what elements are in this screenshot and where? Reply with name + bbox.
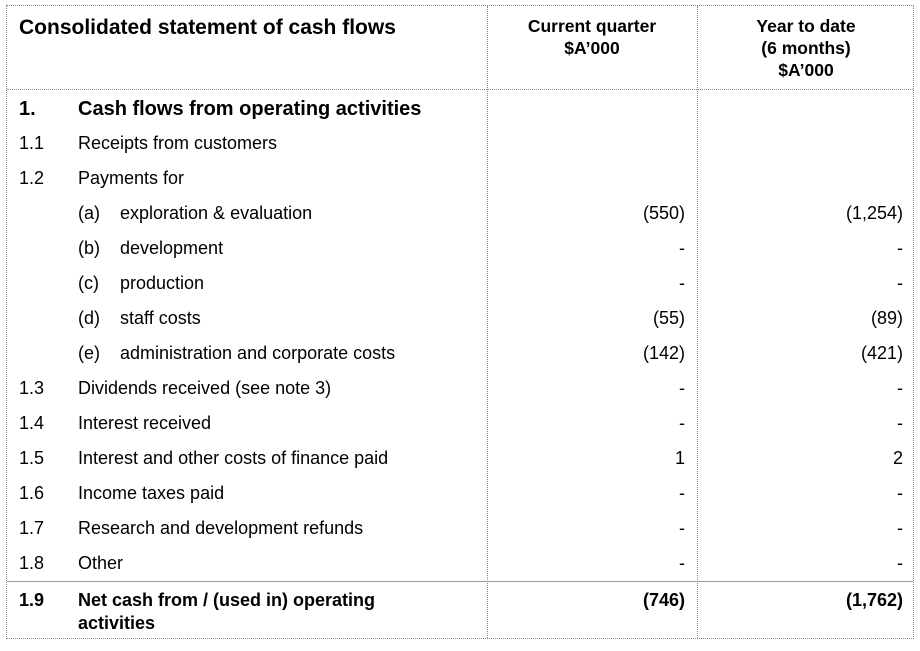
cell-current-quarter: (55): [652, 308, 685, 328]
cell-current-quarter: 1: [674, 448, 685, 468]
header-rule: [7, 89, 913, 90]
total-rule: [7, 581, 913, 582]
row-label: Interest and other costs of finance paid: [78, 448, 389, 468]
col-year-to-date-header: Year to date (6 months) $A’000: [756, 16, 856, 80]
row-number: 1.7: [19, 518, 45, 538]
cell-year-to-date: -: [897, 518, 903, 538]
cell-year-to-date: (89): [870, 308, 903, 328]
total-current-quarter: (746): [642, 590, 685, 610]
row-number: 1.1: [19, 133, 45, 153]
cell-current-quarter: -: [679, 413, 685, 433]
statement-title: Consolidated statement of cash flows: [19, 16, 396, 39]
cell-current-quarter: -: [679, 553, 685, 573]
row-label: Receipts from customers: [78, 133, 278, 153]
row-number: 1.4: [19, 413, 45, 433]
total-year-to-date: (1,762): [845, 590, 903, 610]
cell-year-to-date: -: [897, 553, 903, 573]
row-label: staff costs: [120, 308, 201, 328]
row-number: 1.8: [19, 553, 45, 573]
row-label: Interest received: [78, 413, 212, 433]
col-current-quarter-header: Current quarter $A’000: [527, 16, 657, 58]
row-sub-letter: (e): [78, 343, 100, 363]
total-label: Net cash from / (used in) operating acti…: [78, 590, 376, 633]
cell-current-quarter: -: [679, 518, 685, 538]
row-number: 1.3: [19, 378, 45, 398]
section-title: Cash flows from operating activities: [78, 98, 422, 120]
cell-year-to-date: -: [897, 483, 903, 503]
cell-current-quarter: -: [679, 483, 685, 503]
total-number: 1.9: [19, 590, 45, 610]
row-label: administration and corporate costs: [120, 343, 396, 363]
row-sub-letter: (a): [78, 203, 100, 223]
row-label: Income taxes paid: [78, 483, 225, 503]
row-sub-letter: (c): [78, 273, 99, 293]
row-number: 1.2: [19, 168, 45, 188]
row-label: production: [120, 273, 205, 293]
row-label: Research and development refunds: [78, 518, 364, 538]
row-label: Other: [78, 553, 124, 573]
row-label: Dividends received (see note 3): [78, 378, 332, 398]
cell-year-to-date: -: [897, 273, 903, 293]
cell-current-quarter: -: [679, 238, 685, 258]
column-divider: [487, 6, 488, 638]
column-divider: [697, 6, 698, 638]
row-sub-letter: (d): [78, 308, 100, 328]
cell-current-quarter: -: [679, 273, 685, 293]
cell-year-to-date: 2: [892, 448, 903, 468]
row-label: Payments for: [78, 168, 185, 188]
cell-year-to-date: (421): [860, 343, 903, 363]
row-label: development: [120, 238, 224, 258]
row-label: exploration & evaluation: [120, 203, 313, 223]
cell-current-quarter: (550): [642, 203, 685, 223]
row-number: 1.6: [19, 483, 45, 503]
cell-year-to-date: -: [897, 413, 903, 433]
cell-year-to-date: -: [897, 238, 903, 258]
section-number: 1.: [19, 98, 36, 120]
cell-year-to-date: (1,254): [845, 203, 903, 223]
cash-flow-table: Consolidated statement of cash flows Cur…: [6, 5, 914, 639]
cell-current-quarter: -: [679, 378, 685, 398]
row-number: 1.5: [19, 448, 45, 468]
row-sub-letter: (b): [78, 238, 100, 258]
cell-current-quarter: (142): [642, 343, 685, 363]
cell-year-to-date: -: [897, 378, 903, 398]
